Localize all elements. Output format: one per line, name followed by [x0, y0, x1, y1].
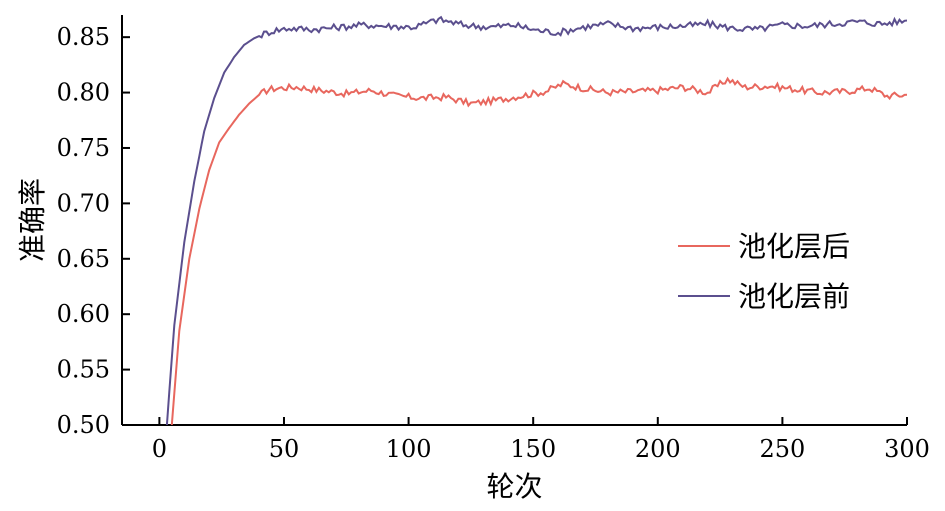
- legend-label: 池化层后: [738, 230, 850, 263]
- y-tick-label: 0.70: [57, 189, 110, 217]
- y-tick-label: 0.65: [57, 245, 110, 273]
- y-tick-label: 0.50: [57, 411, 110, 439]
- y-tick-label: 0.75: [57, 134, 110, 162]
- y-tick-label: 0.55: [57, 356, 110, 384]
- x-tick-label: 0: [152, 435, 167, 463]
- series-line: [170, 76, 907, 425]
- x-tick-label: 200: [635, 435, 681, 463]
- x-tick-label: 100: [386, 435, 432, 463]
- ticks: 0 50 100 150 200 250 300 0.50 0.55 0.60 0.65 0.70 0.…: [57, 23, 930, 463]
- y-tick-label: 0.80: [57, 79, 110, 107]
- x-tick-label: 50: [269, 435, 300, 463]
- x-tick-label: 250: [759, 435, 805, 463]
- x-tick-label: 150: [510, 435, 556, 463]
- y-axis-title: 准确率: [16, 178, 49, 262]
- x-axis-title: 轮次: [486, 470, 542, 503]
- y-tick-label: 0.60: [57, 300, 110, 328]
- series-line: [165, 15, 907, 425]
- y-tick-label: 0.85: [57, 23, 110, 51]
- axes: [121, 15, 907, 426]
- x-tick-label: 300: [884, 435, 930, 463]
- series-layer: [165, 15, 907, 425]
- legend-label: 池化层前: [738, 280, 850, 313]
